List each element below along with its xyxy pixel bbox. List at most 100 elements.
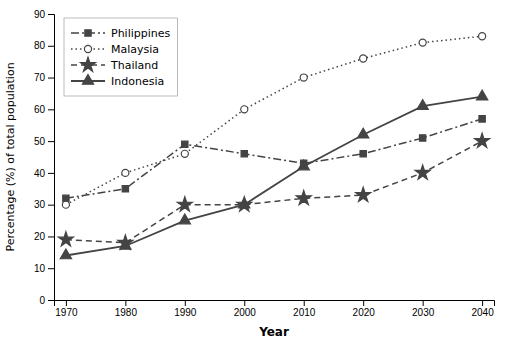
series: [60, 90, 487, 259]
tick-label: 40: [34, 168, 46, 179]
tick-mark: [48, 109, 54, 110]
tick-label: 2020: [353, 307, 376, 318]
x-axis: 1970 1980 1990 2000 2010 2020 2030 2040: [55, 300, 495, 318]
marker: [300, 74, 307, 81]
marker: [241, 106, 248, 113]
legend-item: Malaysia: [71, 43, 159, 56]
tick-mark: [48, 236, 54, 237]
tick-mark: [125, 300, 126, 306]
marker: [241, 151, 247, 157]
tick: 40: [34, 168, 54, 179]
marker: [182, 141, 188, 147]
tick-mark: [304, 300, 305, 306]
marker: [419, 135, 425, 141]
tick: 1970: [55, 300, 78, 318]
tick-label: 1980: [115, 307, 138, 318]
marker: [181, 150, 188, 157]
legend-marker: [84, 45, 91, 52]
tick-label: 90: [34, 9, 46, 20]
tick-mark: [363, 300, 364, 306]
tick-label: 2000: [234, 307, 257, 318]
series: [62, 33, 485, 209]
marker: [237, 197, 252, 211]
line: [66, 141, 482, 243]
series: [58, 133, 489, 249]
tick: 2020: [353, 300, 376, 318]
legend-marker: [80, 57, 95, 71]
tick-mark: [48, 268, 54, 269]
marker: [179, 214, 190, 224]
marker: [360, 55, 367, 62]
tick-label: 50: [34, 136, 46, 147]
tick: 2000: [234, 300, 257, 318]
marker: [122, 169, 129, 176]
legend-item: Philippines: [71, 27, 171, 40]
line: [66, 97, 482, 256]
tick: 1990: [174, 300, 197, 318]
tick-label: 30: [34, 199, 46, 210]
tick-mark: [482, 300, 483, 306]
tick-mark: [66, 300, 67, 306]
marker: [58, 232, 73, 246]
tick-label: 1990: [174, 307, 197, 318]
axis-line: [55, 301, 495, 307]
axis-line: [48, 15, 55, 301]
tick-mark: [48, 205, 54, 206]
tick: 0: [39, 295, 54, 306]
series-group: [58, 33, 489, 259]
tick-label: 60: [34, 104, 46, 115]
legend-item: Indonesia: [71, 74, 164, 87]
tick: 20: [34, 231, 54, 242]
marker: [360, 151, 366, 157]
tick: 80: [34, 40, 54, 51]
tick: 70: [34, 72, 54, 83]
y-axis: 0 10 20 30 40 50 60 70 80 90: [34, 9, 55, 306]
x-axis-title: Year: [258, 325, 289, 339]
tick-label: 80: [34, 40, 46, 51]
tick-label: 1970: [55, 307, 78, 318]
marker: [475, 133, 490, 147]
legend-label: Indonesia: [111, 75, 164, 88]
marker: [419, 39, 426, 46]
tick: 1980: [115, 300, 138, 318]
marker: [479, 116, 485, 122]
y-axis-title: Percentage (%) of total population: [4, 62, 17, 251]
marker: [476, 90, 487, 100]
legend-marker: [85, 30, 91, 36]
marker: [120, 239, 131, 249]
marker: [358, 128, 369, 138]
tick-mark: [48, 300, 54, 301]
marker: [122, 186, 128, 192]
chart: 1970198019902000201020202030204001020304…: [0, 0, 512, 344]
tick-label: 70: [34, 72, 46, 83]
tick: 90: [34, 9, 54, 20]
legend-item: Thailand: [71, 57, 158, 72]
tick: 50: [34, 136, 54, 147]
legend-label: Philippines: [111, 27, 171, 40]
tick-label: 2040: [471, 307, 494, 318]
tick-mark: [48, 78, 54, 79]
marker: [239, 198, 250, 208]
tick-mark: [185, 300, 186, 306]
legend-label: Thailand: [110, 59, 158, 72]
tick: 30: [34, 199, 54, 210]
tick: 10: [34, 263, 54, 274]
legend-label: Malaysia: [111, 43, 159, 56]
marker: [479, 33, 486, 40]
tick-mark: [48, 173, 54, 174]
tick-label: 2030: [412, 307, 435, 318]
tick-mark: [423, 300, 424, 306]
tick: 2040: [471, 300, 494, 318]
marker: [296, 190, 311, 204]
plot: 1970198019902000201020202030204001020304…: [34, 9, 495, 318]
legend: Philippines Malaysia Thailand Indonesia: [64, 18, 178, 96]
tick-mark: [48, 14, 54, 15]
marker: [356, 187, 371, 201]
marker: [298, 160, 309, 170]
tick-label: 0: [39, 295, 45, 306]
tick: 60: [34, 104, 54, 115]
tick-mark: [48, 46, 54, 47]
marker: [60, 249, 71, 259]
legend-frame: [64, 18, 178, 96]
tick-label: 2010: [293, 307, 316, 318]
